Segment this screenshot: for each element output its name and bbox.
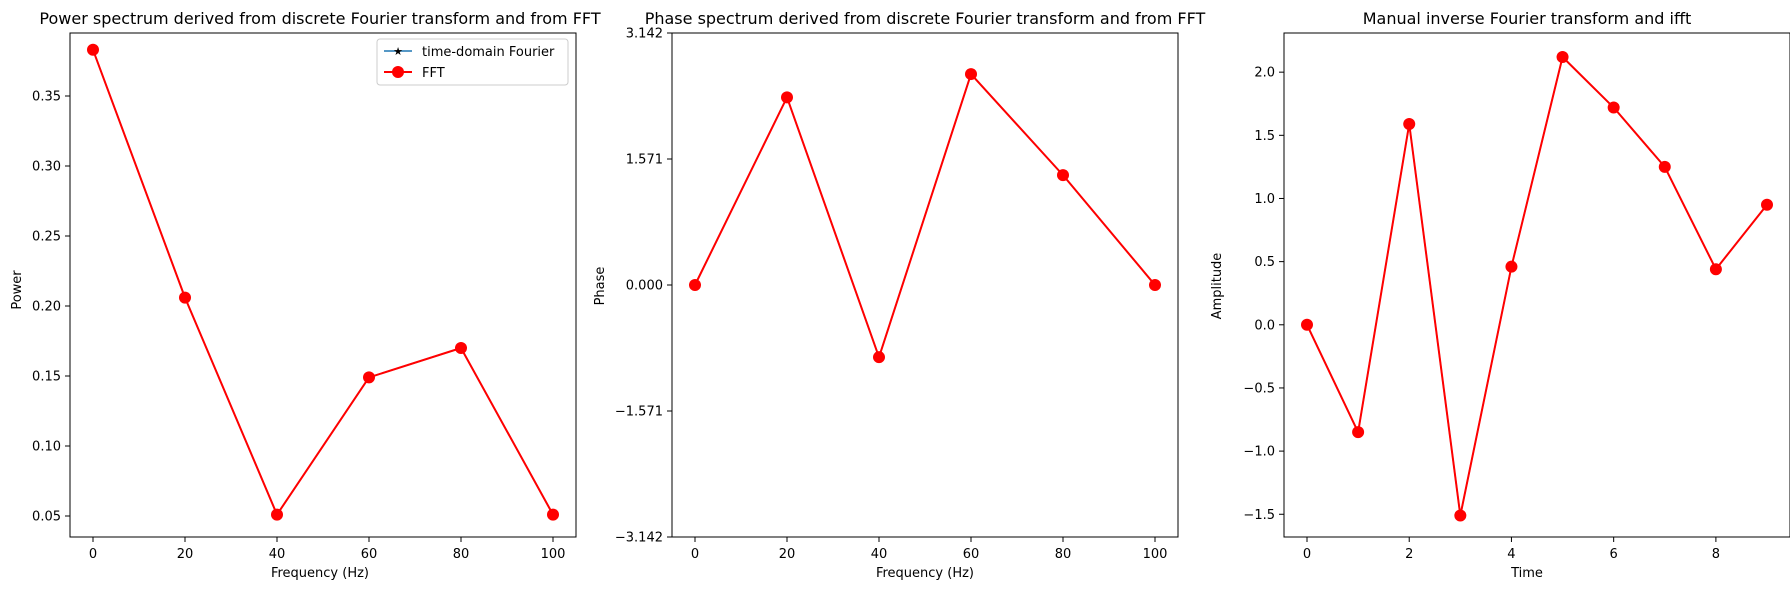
x-tick-label: 4 [1507,547,1515,562]
inverse-transform-axis-ticks: 0 2 4 6 8 −1.5 −1.0 −0.5 0.0 0.5 1.0 1.5 2.0 [1243,66,1720,562]
x-tick-label: 0 [89,547,97,562]
series-line-fft [694,73,1156,359]
fft-data-point [1556,51,1569,63]
fft-data-point [689,279,701,291]
y-tick-label: −1.571 [615,405,663,420]
fft-data-point [1505,260,1518,273]
fft-data-point [965,68,977,81]
x-tick-label: 80 [453,547,470,562]
y-tick-label: 0.25 [32,230,61,245]
y-tick-label: −3.142 [615,531,663,546]
y-tick-label: 3.142 [626,27,663,42]
fft-data-point [1057,169,1069,182]
fft-data-point [1352,426,1365,439]
inverse-transform-frame [1283,32,1790,538]
fft-data-point [547,508,559,521]
legend-star-marker-icon: ★ [393,45,403,58]
phase-spectrum-frame [671,32,1179,538]
y-tick-label: −1.5 [1243,508,1275,523]
x-tick-label: 0 [691,547,699,562]
phase-spectrum-xlabel: Frequency (Hz) [876,566,974,581]
fft-data-point [1658,160,1671,173]
y-tick-label: 0.35 [32,90,61,105]
y-tick-label: 0.0 [1254,318,1275,333]
x-tick-label: 0 [1303,547,1311,562]
series-line-fft [92,49,554,516]
fft-data-point [1454,509,1467,522]
x-tick-label: 100 [1143,547,1168,562]
fft-data-point [1607,101,1620,114]
fft-data-point [781,91,793,104]
inverse-transform-xlabel: Time [1510,566,1543,581]
y-tick-label: 1.571 [626,153,663,168]
x-tick-label: 2 [1405,547,1413,562]
inverse-transform-plot-area [1301,51,1773,522]
y-tick-label: 1.0 [1254,192,1275,207]
power-spectrum-legend: ★ time-domain Fourier FFT [376,38,569,86]
y-tick-label: 0.10 [32,440,61,455]
power-spectrum-panel: Power spectrum derived from discrete Fou… [10,9,601,581]
fft-data-point [455,342,467,354]
phase-spectrum-ylabel: Phase [593,267,608,306]
y-tick-label: 0.5 [1254,255,1275,270]
series-line-fft [1306,56,1768,517]
y-tick-label: 2.0 [1254,66,1275,81]
fft-data-point [363,371,375,384]
phase-spectrum-plot-area [689,68,1161,364]
inverse-transform-title: Manual inverse Fourier transform and iff… [1363,9,1692,28]
power-spectrum-frame [69,32,577,538]
legend-circle-marker-icon [392,66,404,78]
y-tick-label: 1.5 [1254,129,1275,144]
power-spectrum-ylabel: Power [10,270,25,310]
legend-box [376,38,569,86]
power-spectrum-axis-ticks: 0 20 40 60 80 100 0.05 0.10 0.15 0.20 0.25 0.30 0.35 [32,90,565,563]
fft-data-point [873,351,885,364]
inverse-transform-panel: Manual inverse Fourier transform and iff… [1210,9,1790,581]
fft-data-point [87,43,99,56]
legend-label-time-domain-fourier: time-domain Fourier [422,45,555,60]
y-tick-label: 0.15 [32,370,61,385]
x-tick-label: 6 [1610,547,1618,562]
legend-label-fft: FFT [422,66,445,81]
fft-data-point [1761,198,1773,211]
y-tick-label: −1.0 [1243,445,1275,460]
y-tick-label: −0.5 [1243,381,1275,396]
x-tick-label: 8 [1712,547,1720,562]
fft-data-point [1149,279,1161,291]
fft-data-point [1709,263,1722,276]
y-tick-label: 0.30 [32,160,61,175]
y-tick-label: 0.05 [32,510,61,525]
power-spectrum-plot-area [87,43,559,521]
x-tick-label: 20 [177,547,194,562]
inverse-transform-ylabel: Amplitude [1210,253,1225,320]
x-tick-label: 60 [361,547,378,562]
fft-data-point [271,508,283,521]
power-spectrum-title: Power spectrum derived from discrete Fou… [39,9,600,28]
x-tick-label: 100 [541,547,566,562]
fft-data-point [1301,318,1313,331]
y-tick-label: 0.20 [32,300,61,315]
x-tick-label: 60 [963,547,980,562]
x-tick-label: 40 [871,547,888,562]
x-tick-label: 40 [269,547,286,562]
power-spectrum-xlabel: Frequency (Hz) [271,566,369,581]
x-tick-label: 80 [1055,547,1072,562]
phase-spectrum-title: Phase spectrum derived from discrete Fou… [645,9,1206,28]
phase-spectrum-panel: Phase spectrum derived from discrete Fou… [593,9,1206,581]
x-tick-label: 20 [779,547,796,562]
y-tick-label: 0.000 [626,279,663,294]
phase-spectrum-axis-ticks: 0 20 40 60 80 100 −3.142 −1.571 0.000 1.571 3.142 [615,27,1168,563]
fft-data-point [179,291,191,304]
fft-data-point [1403,117,1416,130]
